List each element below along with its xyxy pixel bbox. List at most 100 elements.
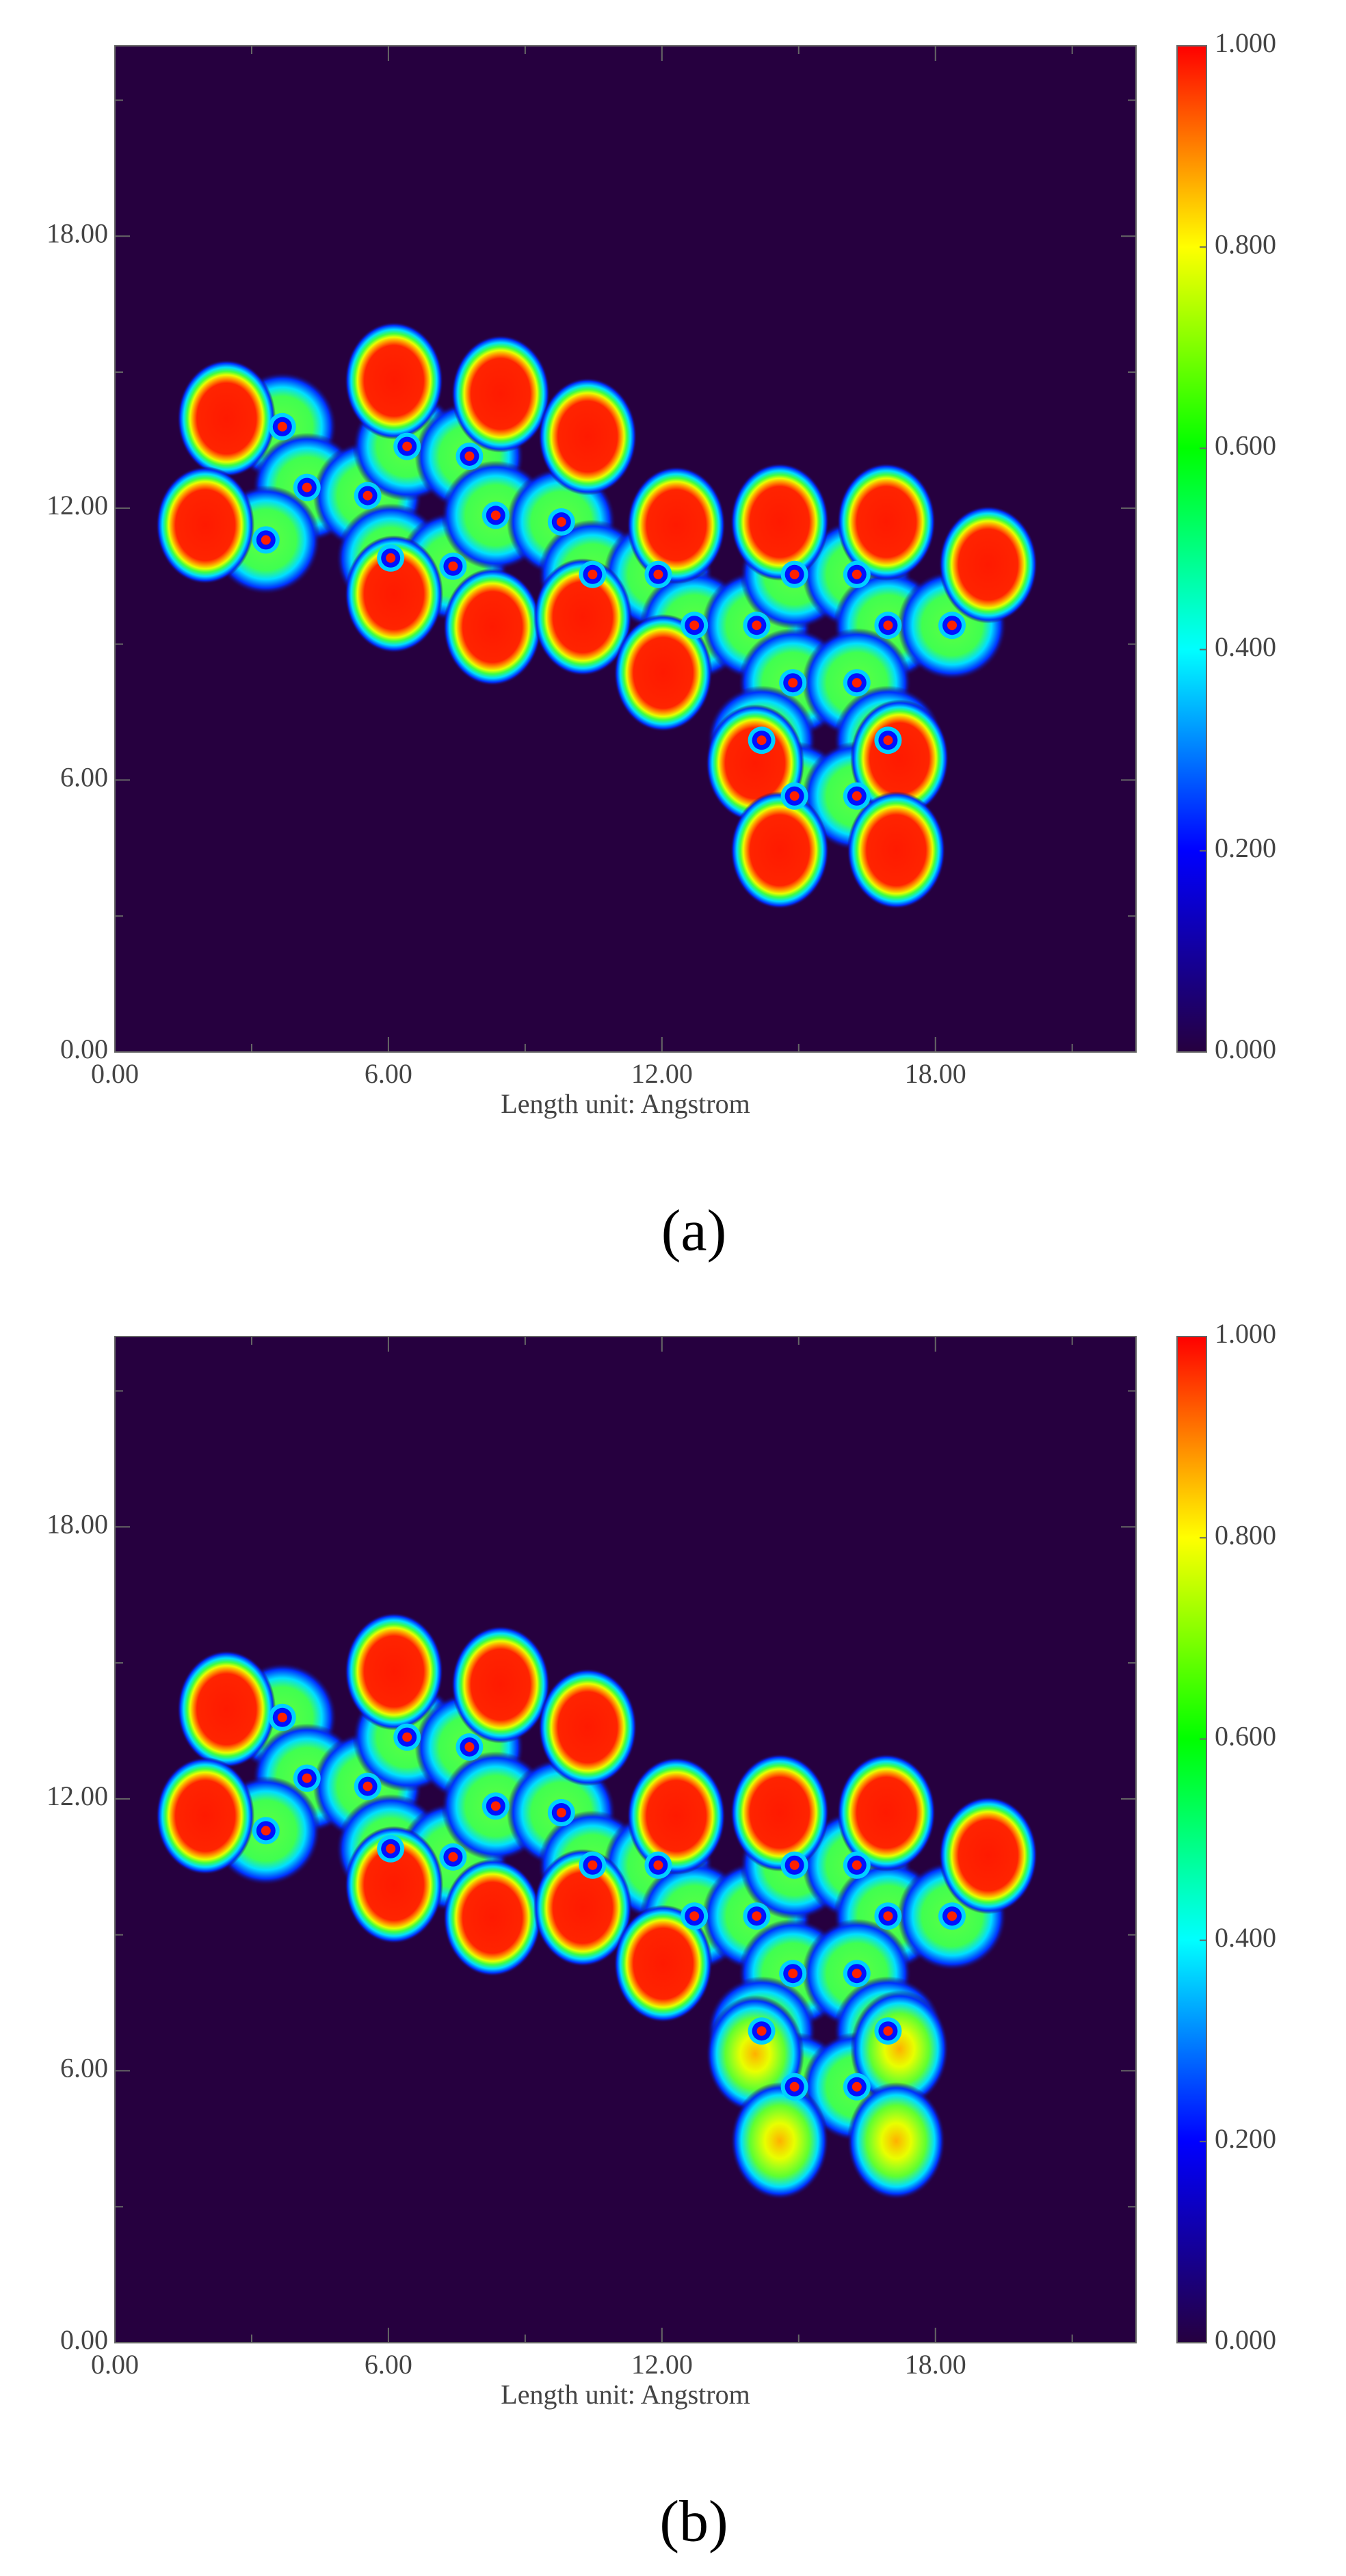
x-tick-label: 18.00 [905, 2349, 966, 2380]
lone-basin [850, 699, 949, 817]
colorbar-tick-label: 1.000 [1215, 1318, 1276, 1349]
lone-basin [730, 1754, 829, 1871]
lone-basin [837, 1754, 936, 1871]
core [277, 421, 287, 432]
lone-basin [533, 558, 632, 676]
lone-basin [177, 359, 276, 477]
core [852, 791, 862, 801]
core [883, 735, 893, 746]
core [261, 1826, 271, 1836]
lone-basin [730, 2082, 829, 2200]
core [689, 620, 700, 631]
lone-basin [345, 1826, 443, 1944]
plot-frame [114, 45, 1137, 1053]
lone-basin [533, 1849, 632, 1967]
core [883, 1911, 893, 1921]
core [788, 1969, 798, 1979]
x-tick-label: 12.00 [631, 1058, 693, 1089]
lone-basin [156, 466, 254, 584]
core [490, 510, 501, 521]
x-tick-label: 12.00 [631, 2349, 693, 2380]
x-tick-label: 18.00 [905, 1058, 966, 1089]
lone-basin [538, 378, 637, 496]
core [402, 1732, 412, 1742]
core [362, 490, 373, 501]
y-tick-label: 0.00 [60, 2324, 108, 2355]
y-tick-label: 6.00 [60, 2053, 108, 2084]
y-tick-label: 12.00 [47, 1780, 108, 1811]
core [756, 735, 767, 746]
lone-basin [451, 334, 550, 453]
core [852, 569, 862, 579]
heatmap-panel: 0.00 6.00 12.00 18.00 0.00 6.00 12.00 18.00 Leng… [47, 1318, 1276, 2554]
lone-basin [850, 1990, 949, 2108]
x-tick-label: 6.00 [365, 2349, 412, 2380]
core [883, 620, 893, 631]
x-tick-label: 0.00 [91, 1058, 139, 1089]
lone-basin [938, 505, 1038, 624]
core [588, 1860, 598, 1870]
colorbar-tick-label: 0.400 [1215, 1922, 1276, 1953]
core [261, 535, 271, 545]
core [302, 1773, 312, 1783]
core [402, 441, 412, 451]
lone-basin [538, 1668, 637, 1787]
heatmap [156, 321, 1038, 909]
core [947, 620, 957, 631]
colorbar-tick-label: 0.000 [1215, 1034, 1276, 1064]
lone-basin [345, 321, 443, 440]
lone-basin [730, 791, 829, 909]
core [789, 2081, 800, 2092]
core [277, 1712, 287, 1722]
lone-basin [626, 1757, 726, 1875]
core [852, 678, 862, 688]
core [788, 678, 798, 688]
core [756, 2026, 767, 2036]
lone-basin [847, 791, 946, 909]
core [464, 1742, 475, 1752]
lone-basin [443, 1858, 542, 1977]
y-tick-label: 18.00 [47, 218, 108, 248]
plot-frame [114, 1336, 1137, 2343]
lone-basin [156, 1757, 254, 1875]
core [947, 1911, 957, 1921]
core [464, 451, 475, 461]
colorbar-tick-label: 0.200 [1215, 832, 1276, 863]
lone-basin [626, 466, 726, 584]
core [752, 620, 762, 631]
core [752, 1911, 762, 1921]
core [588, 569, 598, 579]
core [852, 1860, 862, 1870]
x-tick-label: 6.00 [365, 1058, 412, 1089]
lone-basin [345, 1612, 443, 1731]
lone-basin [451, 1625, 550, 1744]
core [302, 482, 312, 492]
core [852, 1969, 862, 1979]
lone-basin [177, 1650, 276, 1768]
y-tick-label: 6.00 [60, 762, 108, 793]
core [556, 517, 566, 527]
panel-label: (b) [659, 2488, 728, 2554]
core [386, 1843, 396, 1854]
core [448, 561, 458, 571]
core [653, 1860, 663, 1870]
lone-basin [613, 1904, 713, 2023]
core [386, 553, 396, 563]
core [883, 2026, 893, 2036]
y-tick-label: 12.00 [47, 490, 108, 521]
colorbar-tick-label: 0.800 [1215, 228, 1276, 259]
core [653, 569, 663, 579]
lone-basin [847, 2082, 946, 2200]
lone-basin [613, 614, 713, 732]
lone-basin [730, 463, 829, 581]
core [448, 1852, 458, 1862]
lone-basin [345, 535, 443, 653]
colorbar-tick-label: 0.800 [1215, 1519, 1276, 1550]
core [362, 1781, 373, 1791]
colorbar-tick-label: 0.600 [1215, 430, 1276, 461]
core [789, 1860, 800, 1870]
colorbar-tick-label: 0.200 [1215, 2123, 1276, 2154]
core [689, 1911, 700, 1921]
panel-label: (a) [661, 1198, 726, 1263]
